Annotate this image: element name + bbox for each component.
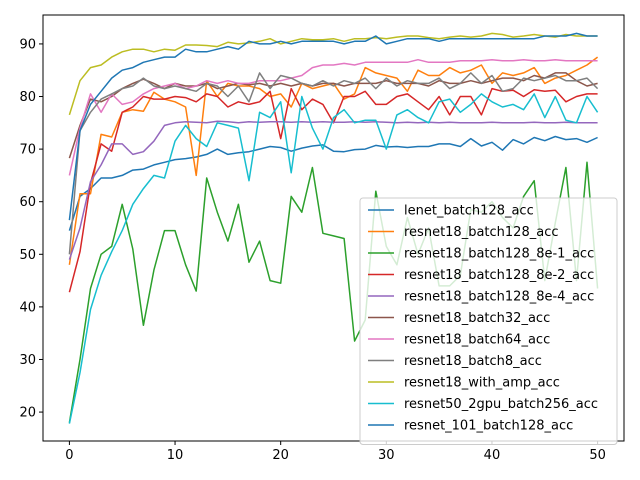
y-tick-label: 30: [19, 353, 36, 368]
x-tick-label: 50: [589, 448, 606, 463]
y-axis: 20 30 40 50 60 70 80 90: [19, 37, 43, 421]
y-tick-label: 40: [19, 300, 36, 315]
legend: lenet_batch128_acc resnet18_batch128_accr…: [359, 197, 618, 445]
legend-label: resnet18_batch32_acc: [404, 311, 550, 326]
x-tick-label: 30: [378, 448, 395, 463]
y-tick-label: 80: [19, 90, 36, 105]
legend-label: resnet18_batch128_8e-1_acc: [404, 247, 594, 262]
series-line-resnet18_batch8_acc: [68, 72, 599, 255]
legend-label: resnet18_batch128_acc: [404, 225, 558, 240]
series-line-resnet_101_batch128_acc: [68, 32, 598, 221]
legend-label: resnet18_batch8_acc: [404, 354, 542, 369]
legend-label: resnet18_with_amp_acc: [404, 376, 560, 391]
legend-label: resnet50_2gpu_batch256_acc: [404, 397, 598, 412]
legend-box: [359, 197, 618, 445]
legend-label: resnet18_batch128_8e-4_acc: [404, 290, 594, 305]
x-tick-label: 40: [484, 448, 501, 463]
y-tick-label: 70: [19, 143, 36, 158]
legend-label: lenet_batch128_acc: [404, 204, 534, 219]
x-tick-label: 10: [167, 448, 184, 463]
series-line-resnet18_batch128_8e-4_acc: [68, 120, 598, 260]
x-tick-label: 0: [65, 448, 73, 463]
y-tick-label: 20: [19, 406, 36, 421]
y-tick-label: 60: [19, 195, 36, 210]
legend-label: resnet18_batch64_acc: [404, 333, 550, 348]
series-line-lenet_batch128_acc: [68, 135, 598, 231]
series-line-resnet18_with_amp_acc: [68, 32, 598, 116]
x-tick-label: 20: [272, 448, 289, 463]
series-lines: [68, 32, 599, 424]
y-tick-label: 90: [19, 37, 36, 52]
plot-frame: [42, 14, 625, 442]
legend-label: resnet18_batch128_8e-2_acc: [404, 268, 594, 283]
series-line-resnet18_batch32_acc: [68, 72, 598, 159]
series-line-resnet18_batch64_acc: [68, 58, 598, 176]
series-line-resnet50_2gpu_batch256_acc: [68, 93, 599, 424]
y-tick-label: 50: [19, 248, 36, 263]
legend-label: resnet_101_batch128_acc: [404, 419, 573, 434]
